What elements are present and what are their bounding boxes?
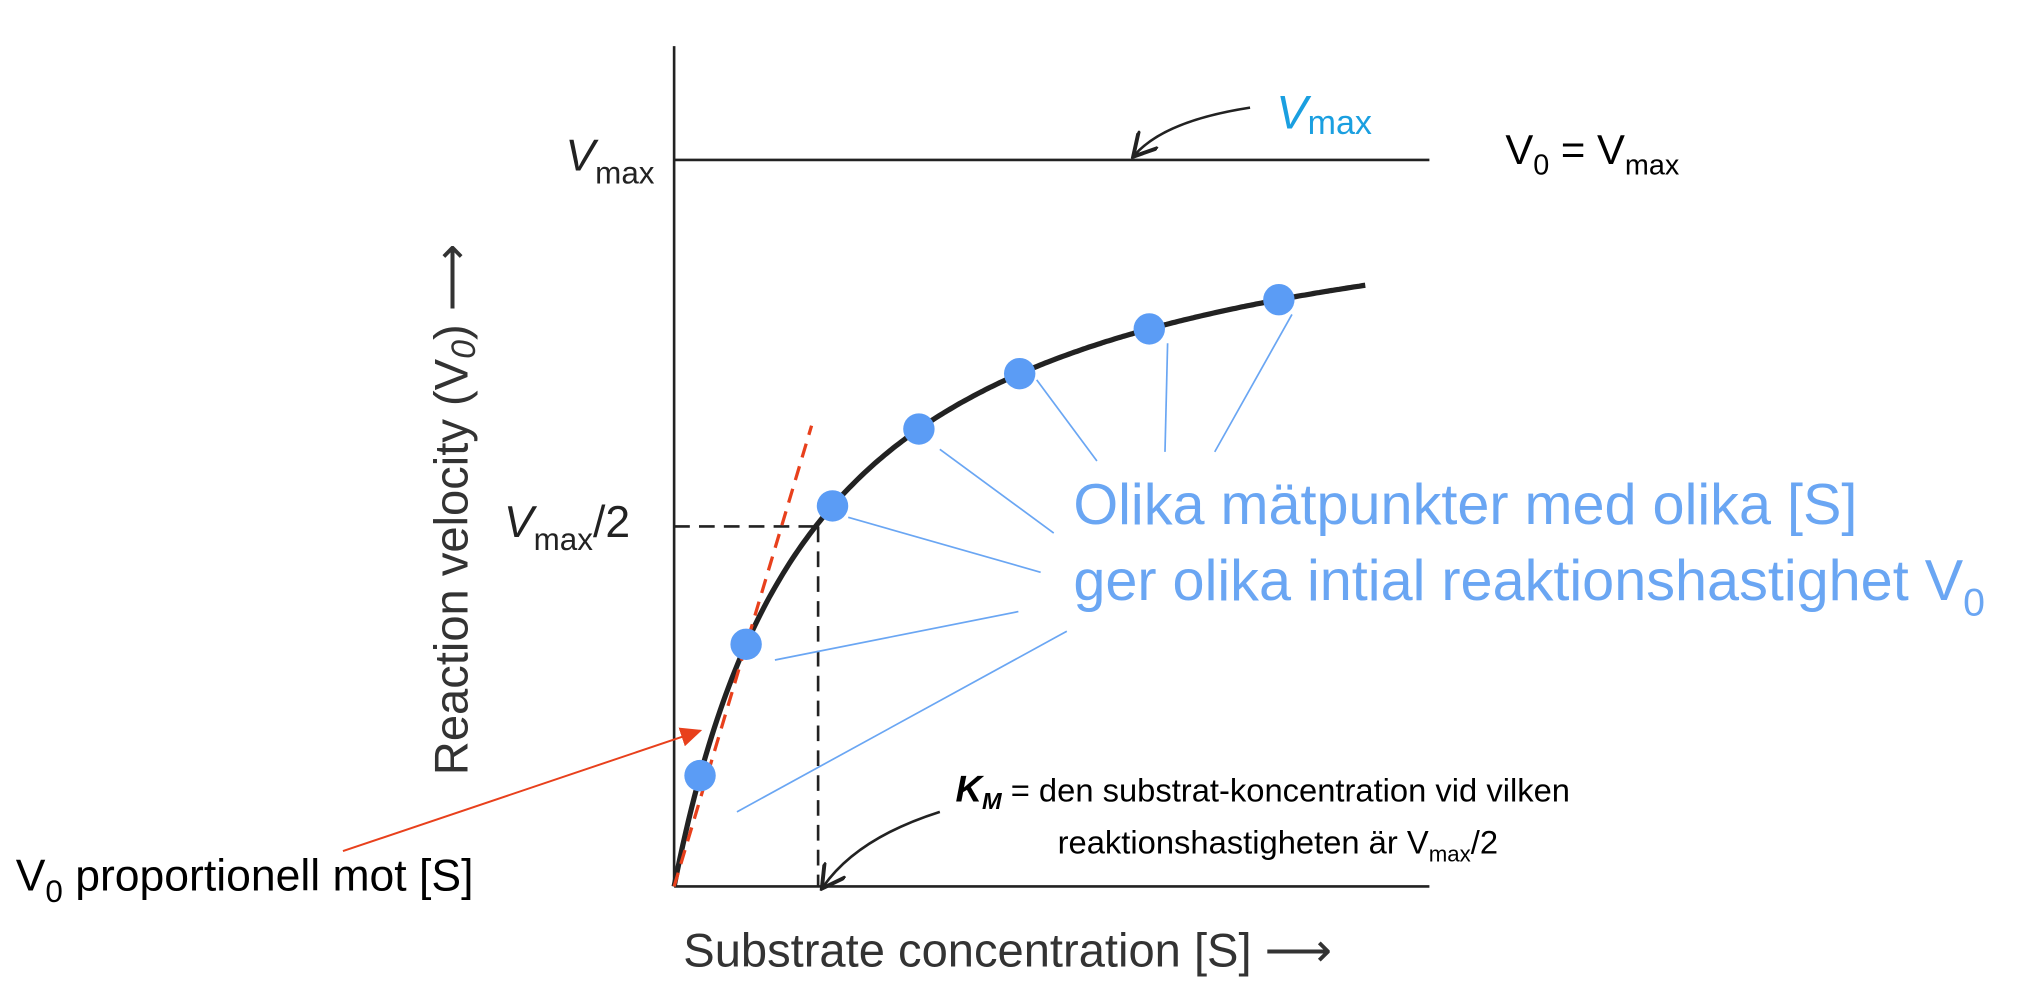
data-point — [903, 413, 935, 445]
connector-line — [847, 516, 1041, 574]
connector-line — [939, 448, 1055, 534]
half-vmax-tick-label: Vmax/2 — [504, 498, 630, 557]
proportional-arrow — [342, 727, 703, 853]
points-annotation-line2: ger olika intial reaktionshastighet V0 — [1073, 549, 1985, 625]
data-point — [1003, 357, 1036, 390]
connector-line — [1164, 343, 1169, 452]
vmax-callout-arrow — [1135, 106, 1251, 155]
v0-equals-vmax-label: V0 = Vmax — [1505, 126, 1680, 181]
proportional-label: V0 proportionell mot [S] — [16, 851, 474, 909]
data-point — [684, 759, 716, 792]
vmax-callout-label: Vmax — [1276, 86, 1372, 142]
connector-line — [1213, 314, 1293, 453]
data-point — [1263, 283, 1295, 316]
data-point — [1133, 313, 1165, 345]
data-point — [730, 628, 762, 661]
points-annotation-line1: Olika mätpunkter med olika [S] — [1073, 473, 1857, 537]
vmax-tick-label: Vmax — [565, 131, 654, 190]
connector-line — [1036, 379, 1098, 462]
y-axis-label: Reaction velocity (V0) ⟶ — [424, 244, 483, 776]
data-points — [684, 283, 1295, 792]
km-definition-line1: KM = den substrat-koncentration vid vilk… — [956, 768, 1570, 814]
connector-lines — [736, 314, 1293, 813]
data-point — [816, 490, 849, 522]
connector-line — [736, 630, 1068, 813]
km-definition-line2: reaktionshastigheten är Vmax/2 — [1058, 824, 1498, 867]
km-callout-arrow — [823, 810, 941, 887]
x-axis-label: Substrate concentration [S] ⟶ — [683, 923, 1332, 976]
connector-line — [774, 610, 1019, 661]
